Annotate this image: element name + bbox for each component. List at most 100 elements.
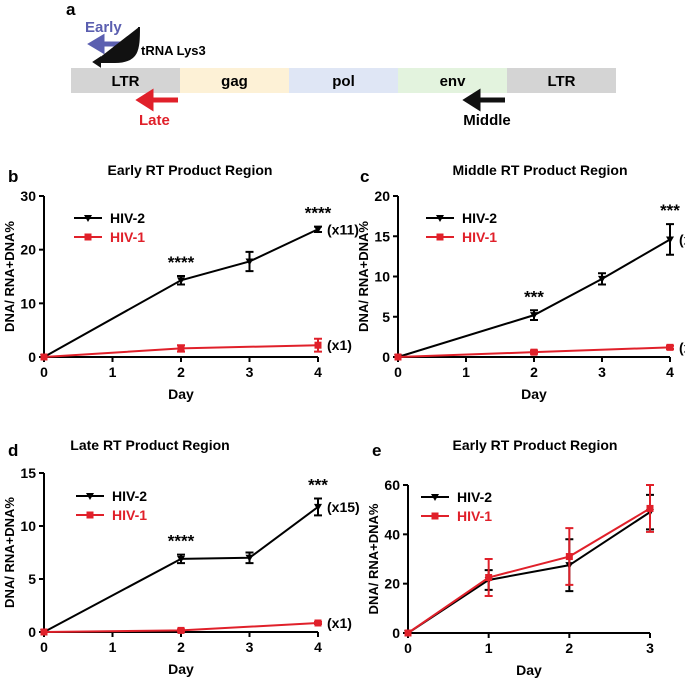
fold-change-label: (x11) <box>327 221 359 237</box>
chart-panel-e: e Early RT Product Region 0 20 40 60 0 1 2 3 Day DN… <box>366 437 654 678</box>
y-tick-label: 40 <box>384 526 400 542</box>
early-label: Early <box>85 19 122 36</box>
significance-stars: *** <box>524 287 544 306</box>
panel-letter: b <box>8 167 18 186</box>
legend-marker <box>431 512 439 520</box>
x-tick-label: 1 <box>462 364 470 380</box>
series-line <box>407 507 651 634</box>
data-point <box>177 277 185 285</box>
late-label: Late <box>139 112 170 129</box>
significance-stars: **** <box>305 204 332 223</box>
genome-segment-ltr <box>507 68 616 93</box>
genome-segment-ltr <box>71 68 180 93</box>
segment-label: LTR <box>111 73 139 90</box>
fold-change-label: (x12) <box>679 231 685 247</box>
x-axis-label: Day <box>516 662 542 678</box>
series-line <box>407 511 651 634</box>
x-tick-label: 3 <box>246 364 254 380</box>
data-point <box>530 312 538 320</box>
y-tick-label: 20 <box>20 242 36 258</box>
data-point <box>40 353 48 361</box>
y-tick-label: 10 <box>20 295 36 311</box>
data-point <box>314 503 322 511</box>
segment-label: pol <box>332 73 355 90</box>
x-tick-label: 3 <box>646 640 654 656</box>
x-tick-label: 2 <box>530 364 538 380</box>
x-tick-label: 4 <box>314 639 322 655</box>
data-point <box>245 554 254 562</box>
x-tick-label: 0 <box>40 364 48 380</box>
y-tick-label: 10 <box>374 269 390 285</box>
series-hiv-2: HIV-2 <box>40 488 322 636</box>
y-tick-label: 20 <box>374 188 390 204</box>
legend-marker <box>436 215 444 222</box>
chart-title: Early RT Product Region <box>453 437 618 453</box>
y-tick-label: 0 <box>28 624 36 640</box>
legend-marker <box>84 233 92 241</box>
middle-arrow-icon <box>462 88 505 112</box>
series-hiv-2: HIV-2 <box>404 489 654 637</box>
data-point <box>666 236 674 244</box>
series-hiv-2: HIV-2 <box>40 210 322 361</box>
y-tick-label: 20 <box>384 576 400 592</box>
chart-title: Early RT Product Region <box>108 162 273 178</box>
legend-label: HIV-1 <box>457 508 492 524</box>
trna-primer-arrow-icon <box>92 26 140 68</box>
x-tick-label: 3 <box>246 639 254 655</box>
panel-letter: d <box>8 441 18 460</box>
y-axis-label: DNA/ RNA+DNA% <box>356 221 371 332</box>
legend-label: HIV-2 <box>110 210 145 226</box>
panel-a: a LTR gag pol env LTR Early tRNA Lys3 Late M… <box>66 0 616 129</box>
legend-marker <box>84 215 92 222</box>
y-axis-label: DNA/ RNA+DNA% <box>2 221 17 332</box>
y-tick-label: 0 <box>28 349 36 365</box>
series-line <box>43 228 319 358</box>
legend-label: HIV-1 <box>462 229 497 245</box>
data-point <box>598 275 606 283</box>
panel-letter: a <box>66 0 76 19</box>
genome-segment-pol <box>289 68 398 93</box>
significance-stars: *** <box>660 201 680 220</box>
chart-title: Late RT Product Region <box>70 437 229 453</box>
data-point <box>245 258 254 266</box>
series-line <box>397 238 671 358</box>
genome-segment-gag <box>180 68 289 93</box>
x-tick-label: 0 <box>394 364 402 380</box>
x-tick-label: 4 <box>666 364 674 380</box>
x-tick-label: 4 <box>314 364 322 380</box>
middle-label: Middle <box>463 112 511 129</box>
significance-stars: **** <box>168 253 195 272</box>
data-point <box>314 619 322 627</box>
data-point <box>485 574 493 581</box>
x-tick-label: 1 <box>109 639 117 655</box>
data-point <box>530 348 538 356</box>
fold-change-label: (x15) <box>327 499 360 515</box>
data-point <box>404 629 412 637</box>
legend-label: HIV-1 <box>110 229 145 245</box>
data-point <box>666 343 674 351</box>
y-tick-label: 60 <box>384 477 400 493</box>
segment-label: gag <box>221 73 248 90</box>
chart-panel-b: b Early RT Product Region 0 10 20 30 0 1 2 3 4 Day D… <box>2 162 359 402</box>
data-point <box>394 353 402 361</box>
panel-letter: e <box>372 441 381 460</box>
x-tick-label: 2 <box>177 639 185 655</box>
data-point <box>177 626 185 634</box>
y-tick-label: 5 <box>28 571 36 587</box>
trna-label: tRNA Lys3 <box>141 43 206 58</box>
chart-panel-c: c Middle RT Product Region 0 5 10 15 20 0 1 2 3 4 Da… <box>356 162 685 402</box>
series-hiv-1: HIV-1 <box>40 229 322 361</box>
x-tick-label: 2 <box>565 640 573 656</box>
data-point <box>177 555 185 563</box>
x-axis-label: Day <box>168 661 194 677</box>
x-axis-label: Day <box>521 386 547 402</box>
x-tick-label: 3 <box>598 364 606 380</box>
significance-stars: **** <box>168 532 195 551</box>
fold-change-label: (x1) <box>679 339 685 355</box>
series-hiv-2: HIV-2 <box>394 210 674 361</box>
x-tick-label: 0 <box>404 640 412 656</box>
data-point <box>177 344 185 352</box>
series-hiv-1: HIV-1 <box>404 484 654 637</box>
data-point <box>565 553 573 561</box>
